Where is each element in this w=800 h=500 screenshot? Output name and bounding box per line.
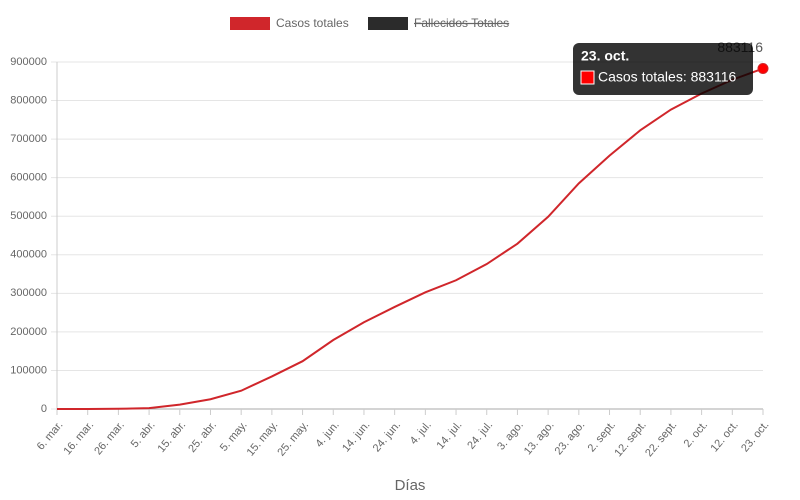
y-tick-label: 300000	[10, 287, 47, 299]
x-tick-label: 23. ago.	[553, 419, 588, 457]
x-tick-label: 6. mar.	[35, 419, 66, 452]
x-tick-label: 22. sept.	[643, 419, 679, 459]
x-tick-label: 2. oct.	[682, 419, 710, 450]
data-line	[56, 67, 764, 410]
tooltip-label: Casos totales: 883116	[598, 69, 736, 85]
y-tick-label: 900000	[10, 56, 47, 68]
y-tick-label: 500000	[10, 210, 47, 222]
x-tick-label: 4. jul.	[408, 419, 434, 447]
x-tick-label: 5. may.	[218, 419, 250, 454]
tooltip: 23. oct. Casos totales: 883116	[573, 43, 753, 95]
x-tick-label: 23. oct.	[739, 419, 771, 454]
x-tick-label: 25. abr.	[186, 419, 219, 455]
highlight-point	[757, 63, 769, 75]
legend-label[interactable]: Casos totales	[276, 16, 349, 30]
x-tick-label: 24. jul.	[465, 419, 495, 452]
y-tick-label: 100000	[10, 364, 47, 376]
x-tick-label: 4. jun.	[313, 419, 341, 450]
x-axis-title: Días	[395, 477, 426, 494]
x-tick-label: 16. mar.	[61, 419, 96, 457]
x-tick-label: 15. may.	[245, 419, 281, 458]
x-tick-label: 26. mar.	[92, 419, 127, 457]
y-tick-label: 800000	[10, 94, 47, 106]
y-tick-label: 0	[41, 403, 47, 415]
legend-swatch	[230, 17, 270, 30]
y-tick-label: 600000	[10, 172, 47, 184]
x-tick-label: 5. abr.	[129, 419, 158, 450]
tooltip-title: 23. oct.	[581, 48, 629, 64]
x-tick-label: 24. jun.	[371, 419, 403, 454]
legend-label[interactable]: Fallecidos Totales	[414, 16, 509, 30]
y-tick-label: 400000	[10, 249, 47, 261]
y-tick-label: 700000	[10, 133, 47, 145]
legend-swatch	[368, 17, 408, 30]
tooltip-box	[573, 43, 753, 95]
x-tick-label: 12. sept.	[612, 419, 648, 459]
y-tick-label: 200000	[10, 326, 47, 338]
tooltip-swatch	[580, 70, 595, 85]
x-tick-label: 13. ago.	[522, 419, 557, 457]
x-tick-label: 14. jul.	[435, 419, 465, 452]
x-tick-label: 25. may.	[275, 419, 311, 458]
x-tick-label: 12. oct.	[708, 419, 740, 454]
x-tick-label: 3. ago.	[495, 419, 526, 452]
x-tick-label: 15. abr.	[156, 419, 189, 455]
x-tick-label: 14. jun.	[340, 419, 372, 454]
